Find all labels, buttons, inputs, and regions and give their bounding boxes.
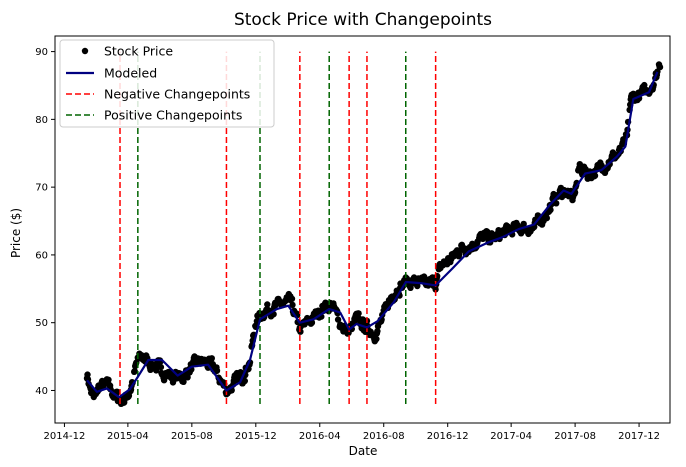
stock-price-point [414,282,421,290]
stock-price-point [456,251,463,258]
stock-price-point [184,374,191,381]
x-tick-label: 2017-12 [618,431,660,442]
legend-entry-label: Stock Price [104,44,173,59]
stock-price-point [543,214,550,222]
legend: Stock Price Modeled Negative Changepoints P… [59,39,275,128]
x-axis-label: Date [349,444,378,458]
stock-price-point [373,335,380,343]
x-tick-label: 2016-12 [427,431,469,442]
stock-price-point [153,367,160,374]
stock-price-point [105,376,112,383]
y-tick-label: 70 [35,183,48,194]
chart-title: Stock Price with Changepoints [234,10,492,30]
legend-box [59,39,275,128]
stock-price-point [289,301,296,309]
stock-price-point [84,371,91,378]
x-tick-label: 2015-08 [171,431,213,442]
x-tick-label: 2015-12 [235,431,277,442]
stock-price-point [641,81,648,89]
axes: 2014-12 2015-04 2015-08 2015-12 2016-04 2016-… [35,35,671,442]
legend-stock-price-marker [81,47,89,55]
stock-price-point [288,295,296,302]
stock-price-point [355,310,362,317]
legend-entry-label: Positive Changepoints [104,108,242,123]
y-tick-label: 60 [35,250,48,261]
y-tick-label: 80 [35,115,48,126]
stock-price-point [374,327,381,335]
legend-entry-label: Negative Changepoints [104,87,250,102]
modeled-line [86,71,659,399]
stock-price-point [432,286,439,293]
stock-price-point [547,206,554,214]
stock-price-point [208,355,215,362]
stock-price-point [237,369,244,376]
x-tick-label: 2016-08 [363,431,405,442]
legend-entry-label: Modeled [104,66,157,81]
y-tick-label: 90 [35,47,48,58]
plot-series [83,51,664,407]
stock-price-point [241,377,248,385]
x-tick-label: 2015-04 [107,431,149,442]
x-tick-label: 2017-04 [490,431,532,442]
stock-price-point [334,316,342,323]
plot-frame [54,35,671,424]
y-tick-label: 50 [35,318,48,329]
y-axis-label: Price ($) [9,208,23,258]
stock-price-point [131,367,138,375]
stock-price-point [213,367,221,374]
x-tick-label: 2017-08 [554,431,596,442]
stock-price-point [553,200,560,207]
x-tick-label: 2016-04 [299,431,341,442]
stock-price-point [656,63,664,71]
stock-price-point [264,301,271,308]
stock-price-point [180,378,187,385]
stock-price-point [591,172,599,179]
stock-price-point [157,363,165,371]
y-tick-label: 40 [35,386,48,397]
x-tick-label: 2014-12 [44,431,86,442]
